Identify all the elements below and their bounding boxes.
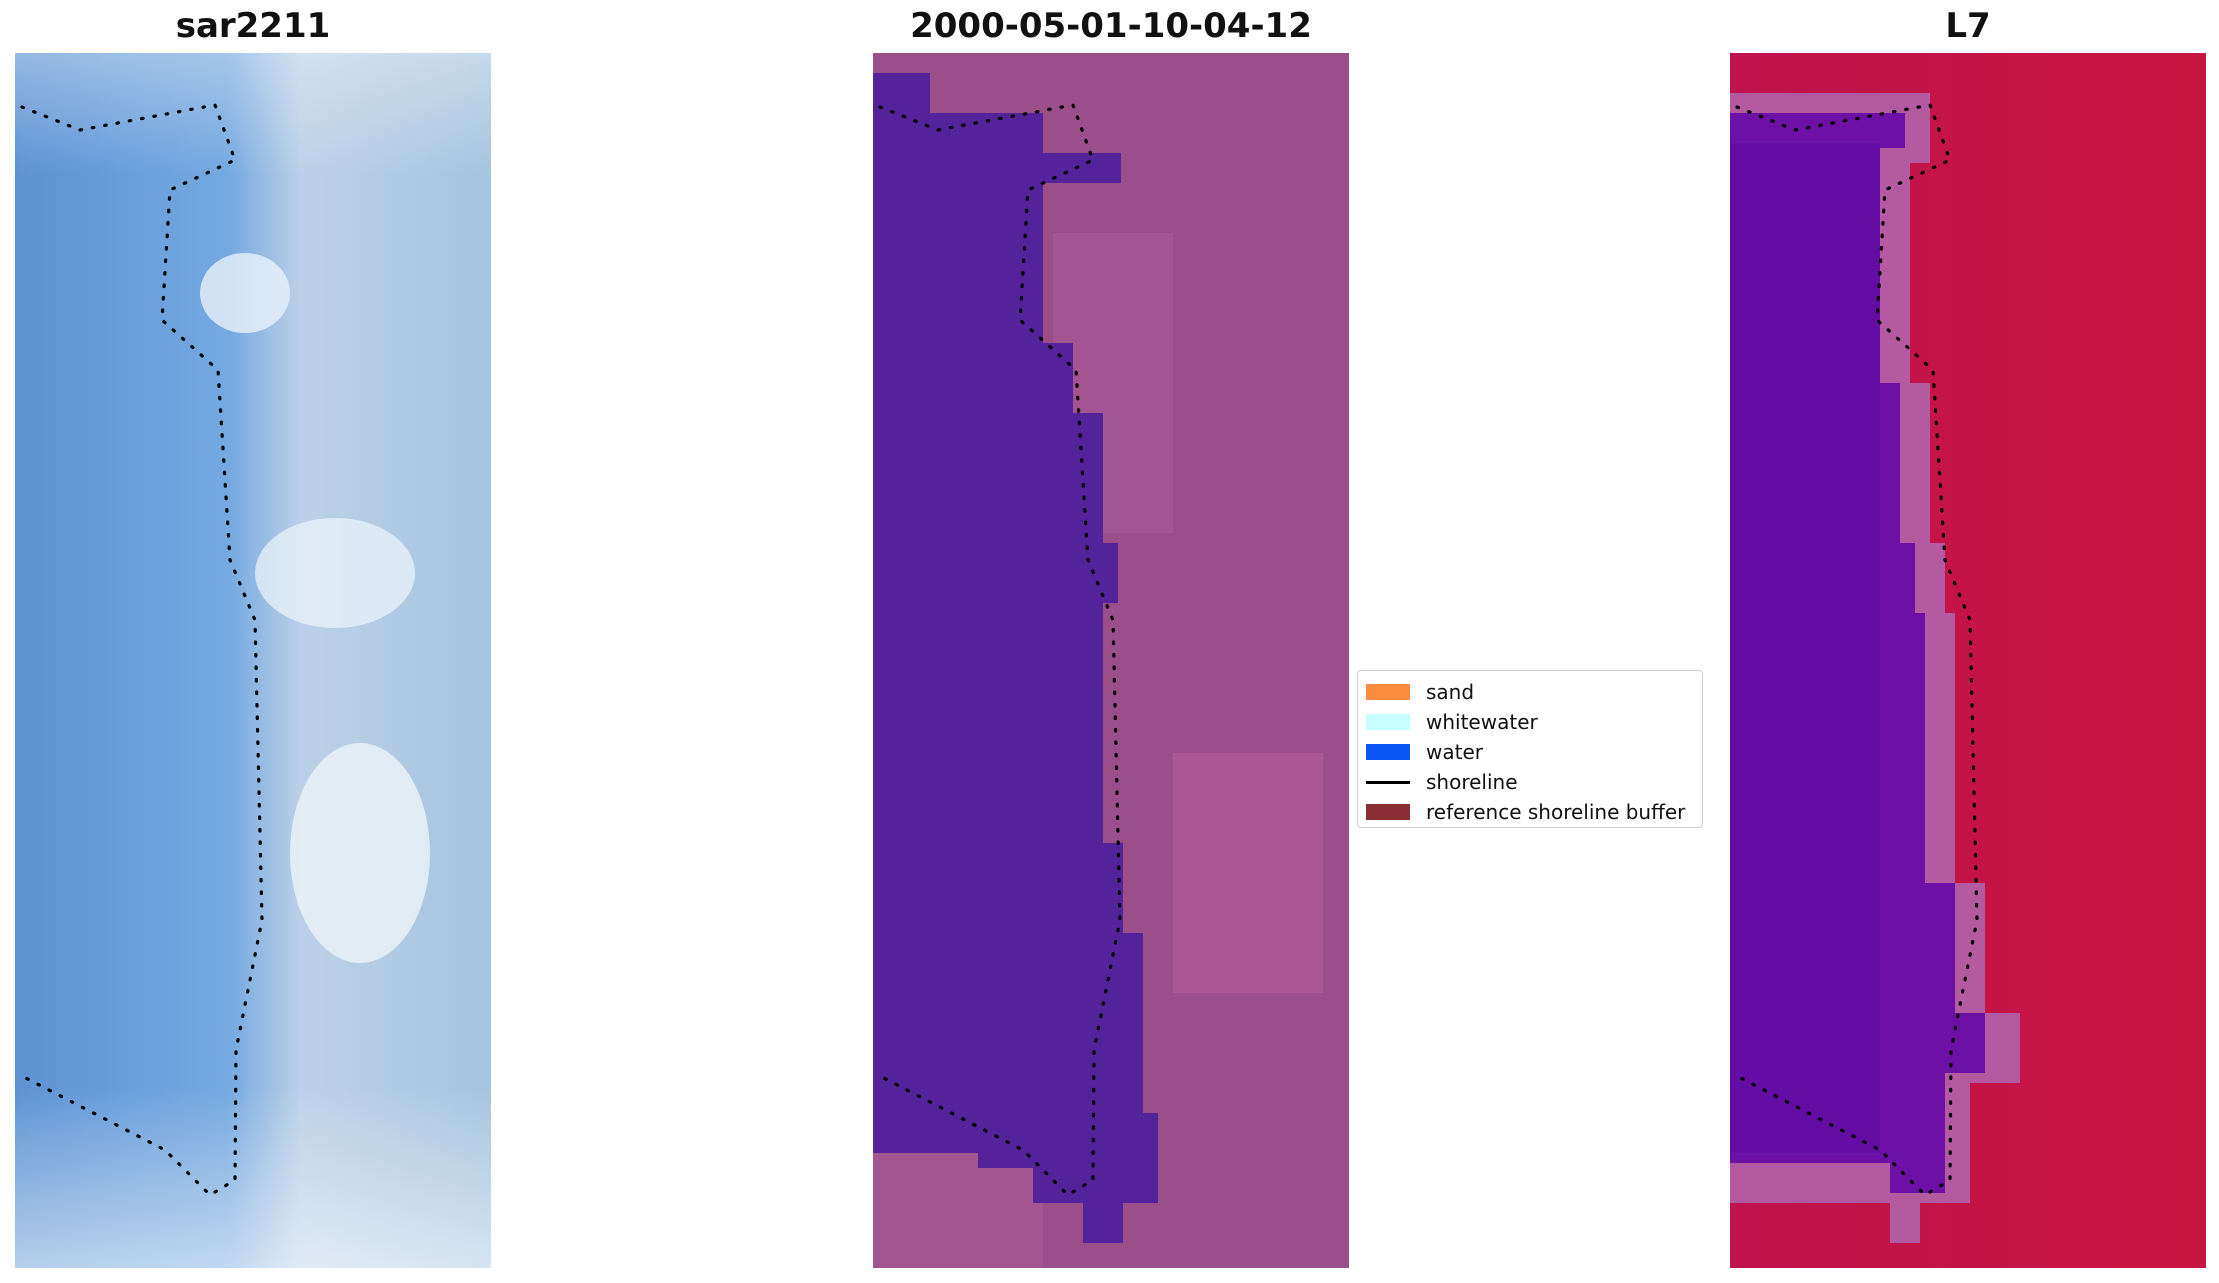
legend-item-reference-buffer: reference shoreline buffer [1358,797,1702,827]
shoreline-swatch [1366,780,1410,784]
water-swatch [1366,744,1410,760]
index-image [1730,53,2206,1268]
legend-item-shoreline: shoreline [1358,767,1702,797]
classified-image [873,53,1349,1268]
legend-item-whitewater: whitewater [1358,707,1702,737]
legend-label-shoreline: shoreline [1426,770,1518,794]
sand-swatch [1366,684,1410,700]
legend-label-reference-buffer: reference shoreline buffer [1426,800,1686,824]
legend-label-sand: sand [1426,680,1475,704]
legend: sand whitewater water shoreline referenc… [1357,670,1703,828]
rgb-image-panel [15,53,491,1268]
legend-label-whitewater: whitewater [1426,710,1538,734]
reference-buffer-swatch [1366,804,1410,820]
rgb-image [15,53,491,1268]
legend-label-water: water [1426,740,1483,764]
legend-item-sand: sand [1358,677,1702,707]
index-image-panel [1730,53,2206,1268]
whitewater-swatch [1366,714,1410,730]
panel-title-left: sar2211 [175,6,331,46]
classified-image-panel [873,53,1349,1268]
panel-title-right: L7 [1945,6,1991,46]
panel-title-middle: 2000-05-01-10-04-12 [910,6,1312,46]
legend-item-water: water [1358,737,1702,767]
